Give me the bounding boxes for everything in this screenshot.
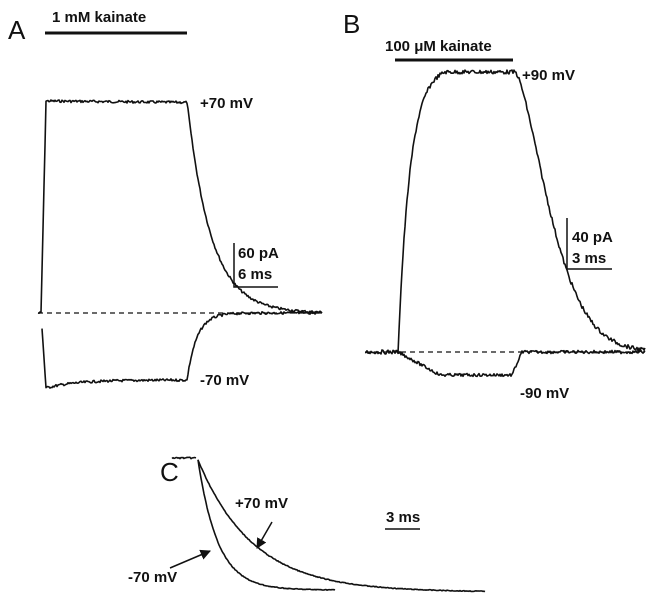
scale-label: 60 pA [238, 245, 279, 262]
panel-letter: A [8, 15, 26, 45]
scale-label: 6 ms [238, 266, 272, 283]
trace [197, 459, 336, 591]
trace [397, 349, 646, 378]
scale-label: 3 ms [572, 250, 606, 267]
trace [41, 311, 321, 389]
trace-label: +70 mV [235, 495, 288, 512]
trace-label: -90 mV [520, 385, 569, 402]
drug-label: 1 mM kainate [52, 9, 146, 26]
drug-label: 100 μM kainate [385, 38, 492, 55]
scale-label: 40 pA [572, 229, 613, 246]
trace [364, 69, 646, 355]
panel-letter: C [160, 457, 179, 487]
trace-label: -70 mV [200, 372, 249, 389]
trace [171, 456, 197, 460]
trace-label: +90 mV [522, 67, 575, 84]
panel-letter: B [343, 9, 360, 39]
trace [197, 459, 486, 593]
trace [37, 99, 323, 314]
scale-bar [566, 218, 612, 270]
trace-label: -70 mV [128, 569, 177, 586]
trace-label: +70 mV [200, 95, 253, 112]
scale-bar [233, 243, 278, 288]
arrow [256, 521, 273, 549]
scale-label: 3 ms [386, 509, 420, 526]
arrow [169, 549, 211, 569]
